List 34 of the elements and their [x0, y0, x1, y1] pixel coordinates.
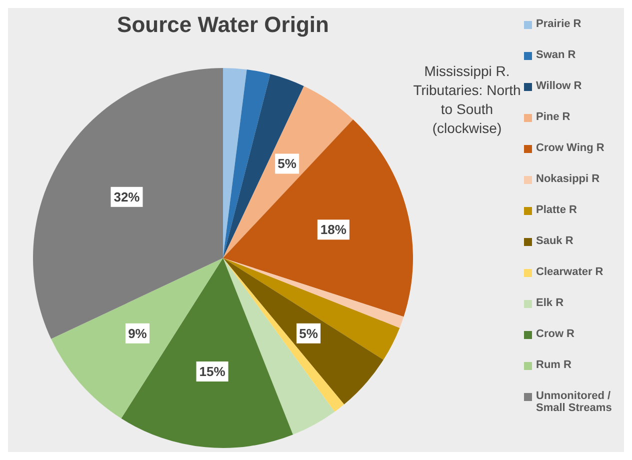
- legend-label: Crow Wing R: [536, 142, 604, 154]
- pie-slice: [223, 258, 404, 328]
- pie-slice: [223, 258, 335, 435]
- data-label: 9%: [128, 326, 148, 341]
- pie-slice: [223, 86, 354, 258]
- pie-slice: [223, 68, 247, 258]
- data-label: 18%: [320, 222, 347, 238]
- pie-slice: [223, 258, 384, 404]
- pie-slice: [223, 70, 270, 258]
- legend-label: Swan R: [536, 49, 576, 61]
- legend-label: Nokasippi R: [536, 173, 600, 185]
- text: Mississippi R. Tributaries: North to South (clockwise): [412, 62, 522, 138]
- legend-label: Crow R: [536, 328, 574, 340]
- legend-label: Sauk R: [536, 235, 574, 247]
- legend-label: Clearwater R: [536, 266, 604, 278]
- legend-label: Willow R: [536, 80, 582, 92]
- legend-label: Platte R: [536, 204, 577, 216]
- pie-slice: [121, 258, 293, 448]
- pie-slice: [33, 68, 223, 339]
- legend-label: Rum R: [536, 359, 572, 371]
- pie-slice: [223, 119, 413, 317]
- pie-slice: [223, 258, 400, 360]
- pie-slice: [51, 258, 223, 418]
- chart-title: Source Water Origin: [116, 12, 330, 38]
- legend-label: Elk R: [536, 297, 564, 309]
- data-label: 15%: [199, 364, 226, 379]
- legend-label: Pine R: [536, 111, 570, 123]
- data-label: 32%: [114, 189, 140, 204]
- pie-slice: [223, 74, 304, 258]
- pie-slice: [223, 258, 344, 412]
- data-label: 5%: [278, 156, 297, 172]
- legend-label: Prairie R: [536, 18, 582, 30]
- legend-label: Unmonitored / Small Streams: [536, 390, 613, 414]
- data-label: 5%: [299, 326, 318, 341]
